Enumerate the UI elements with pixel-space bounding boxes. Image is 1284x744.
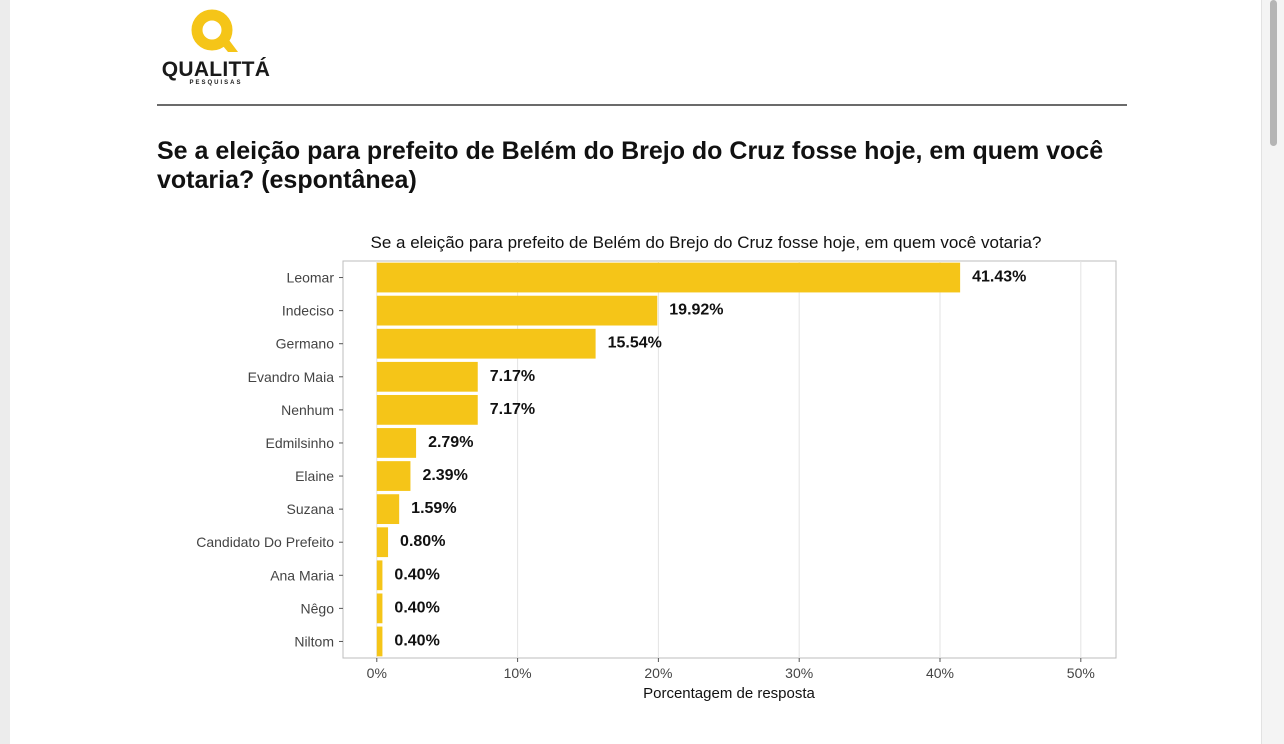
category-label: Evandro Maia	[248, 369, 335, 385]
q-logo-icon	[191, 9, 238, 52]
category-label: Nêgo	[301, 600, 335, 616]
category-label: Ana Maria	[270, 567, 334, 583]
category-label: Candidato Do Prefeito	[196, 534, 334, 550]
logo-wordmark: QUALITTÁ	[161, 58, 271, 81]
category-label: Nenhum	[281, 402, 334, 418]
x-tick-label: 30%	[785, 665, 813, 681]
bar	[376, 394, 478, 425]
plot-panel	[342, 260, 1117, 659]
scrollbar[interactable]	[1261, 0, 1284, 744]
x-axis-label: Porcentagem de resposta	[643, 685, 815, 702]
logo-tagline: PESQUISAS	[189, 80, 243, 86]
x-tick-label: 50%	[1067, 665, 1095, 681]
x-tick-label: 40%	[926, 665, 954, 681]
category-labels: Leomar Indeciso Germano Evandro Maia Nenhum E…	[196, 270, 343, 649]
bars: 41.43% 19.92% 15.54% 7.17% 7.17% 2.79% 2.39% 1.…	[376, 262, 1026, 657]
bar	[376, 560, 383, 591]
category-label: Germano	[276, 336, 335, 352]
bar-value-label: 7.17%	[490, 368, 535, 385]
x-tick-label: 10%	[504, 665, 532, 681]
bar	[376, 295, 658, 326]
bar-value-label: 19.92%	[669, 302, 723, 319]
category-label: Niltom	[294, 633, 334, 649]
category-label: Edmilsinho	[266, 435, 335, 451]
bar	[376, 626, 383, 657]
x-tick-label: 20%	[644, 665, 672, 681]
bar-value-label: 0.40%	[394, 599, 439, 616]
bar-value-label: 0.40%	[394, 566, 439, 583]
bar-value-label: 0.80%	[400, 533, 445, 550]
header-divider	[157, 104, 1127, 106]
bar	[376, 527, 389, 558]
scrollbar-thumb[interactable]	[1270, 0, 1277, 146]
category-label: Leomar	[287, 270, 335, 286]
bar	[376, 494, 400, 525]
x-tick-labels: 0% 10% 20% 30% 40% 50%	[367, 658, 1095, 681]
bar-value-label: 41.43%	[972, 269, 1026, 286]
bar-value-label: 2.79%	[428, 434, 473, 451]
page-title: Se a eleição para prefeito de Belém do B…	[157, 137, 1104, 194]
bar-value-label: 0.40%	[394, 632, 439, 649]
bar	[376, 461, 411, 491]
chart-title: Se a eleição para prefeito de Belém do B…	[371, 233, 1042, 252]
bar-value-label: 7.17%	[490, 401, 535, 418]
bar-value-label: 1.59%	[411, 500, 456, 517]
category-label: Suzana	[287, 501, 335, 517]
bar	[376, 361, 478, 392]
x-tick-label: 0%	[367, 665, 387, 681]
bar	[376, 328, 596, 359]
category-label: Elaine	[295, 468, 334, 484]
bar	[376, 262, 961, 293]
bar-value-label: 15.54%	[608, 335, 662, 352]
bar-value-label: 2.39%	[422, 467, 467, 484]
category-label: Indeciso	[282, 303, 334, 319]
bar	[376, 428, 417, 458]
gridlines	[376, 261, 1082, 658]
bar	[376, 593, 383, 624]
company-logo: QUALITTÁ PESQUISAS	[160, 8, 280, 92]
